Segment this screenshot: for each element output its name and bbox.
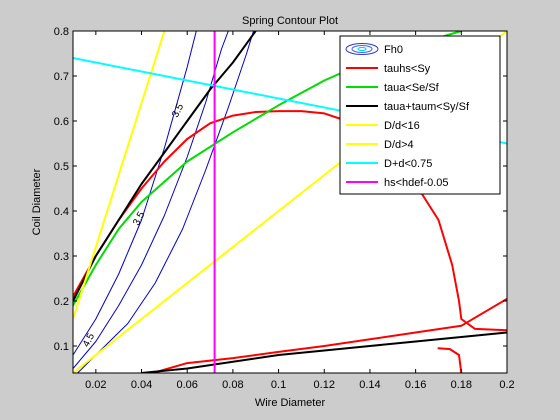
series-tauhs-sy-line-1	[73, 110, 507, 332]
series-taua-taum-sy-sf-line-2	[140, 331, 507, 373]
x-tick-label: 0.2	[499, 379, 514, 391]
legend-label: taua+taum<Sy/Sf	[384, 101, 470, 113]
series-d-d-16	[73, 31, 166, 320]
y-tick-label: 0.3	[54, 251, 69, 263]
y-tick-label: 0.4	[54, 206, 69, 218]
legend-item-fh0: Fh0	[345, 43, 403, 56]
legend-swatch-mid	[351, 45, 373, 53]
x-tick-label: 0.02	[85, 379, 106, 391]
series-tauhs-sy-line-2	[151, 297, 507, 373]
legend-label: taua<Se/Sf	[384, 82, 440, 94]
y-tick-label: 0.7	[54, 71, 69, 83]
series-fh0-line-1	[73, 31, 229, 369]
series-fh0-line-2	[77, 31, 254, 373]
x-tick-label: 0.14	[359, 379, 380, 391]
y-tick-label: 0.5	[54, 161, 69, 173]
series-fh0-line-3	[73, 31, 197, 356]
legend-box	[339, 35, 501, 195]
legend-label: D+d<0.75	[384, 158, 432, 170]
x-axis-label: Wire Diameter	[255, 397, 326, 409]
legend-item-d-d-16: D/d<16	[346, 120, 420, 132]
legend-label: hs<hdef-0.05	[384, 177, 449, 189]
series-d-d-16-line-1	[73, 31, 166, 320]
x-tick-label: 0.12	[314, 379, 335, 391]
legend-item-hs-hdef-0-05: hs<hdef-0.05	[346, 177, 449, 189]
series-tauhs-sy	[73, 110, 507, 373]
series-taua-taum-sy-sf	[73, 31, 507, 373]
axes-frame	[72, 30, 508, 374]
x-tick-label: 0.16	[405, 379, 426, 391]
series-fh0	[73, 31, 254, 373]
legend-item-tauhs-sy: tauhs<Sy	[346, 63, 431, 75]
chart-title: Spring Contour Plot	[242, 15, 338, 27]
x-tick-label: 0.1	[271, 379, 286, 391]
y-tick-label: 0.1	[54, 341, 69, 353]
legend-label: D/d>4	[384, 139, 414, 151]
legend-item-d-d-0-75: D+d<0.75	[346, 158, 432, 170]
legend-label: D/d<16	[384, 120, 420, 132]
legend: Fh0 tauhs<Sy taua<Se/Sf taua+taum<Sy/Sf D/d<…	[339, 35, 501, 195]
legend-label: Fh0	[384, 44, 403, 56]
y-axis-label: Coil Diameter	[31, 168, 43, 235]
series-taua-taum-sy-sf-line-1	[73, 31, 257, 302]
x-tick-label: 0.06	[176, 379, 197, 391]
y-tick-label: 0.6	[54, 116, 69, 128]
legend-item-d-d-4: D/d>4	[346, 139, 414, 151]
legend-item-taua-taum-sy-sf: taua+taum<Sy/Sf	[346, 101, 470, 113]
x-tick-label: 0.04	[131, 379, 152, 391]
x-tick-label: 0.08	[222, 379, 243, 391]
x-tick-label: 0.18	[451, 379, 472, 391]
y-tick-label: 0.2	[54, 296, 69, 308]
legend-swatch-inner	[357, 47, 367, 51]
legend-item-taua-se-sf: taua<Se/Sf	[346, 82, 440, 94]
y-tick-label: 0.8	[54, 26, 69, 38]
series-tauhs-sy-line-3	[437, 347, 463, 373]
legend-swatch-outer	[345, 43, 379, 55]
legend-label: tauhs<Sy	[384, 63, 431, 75]
